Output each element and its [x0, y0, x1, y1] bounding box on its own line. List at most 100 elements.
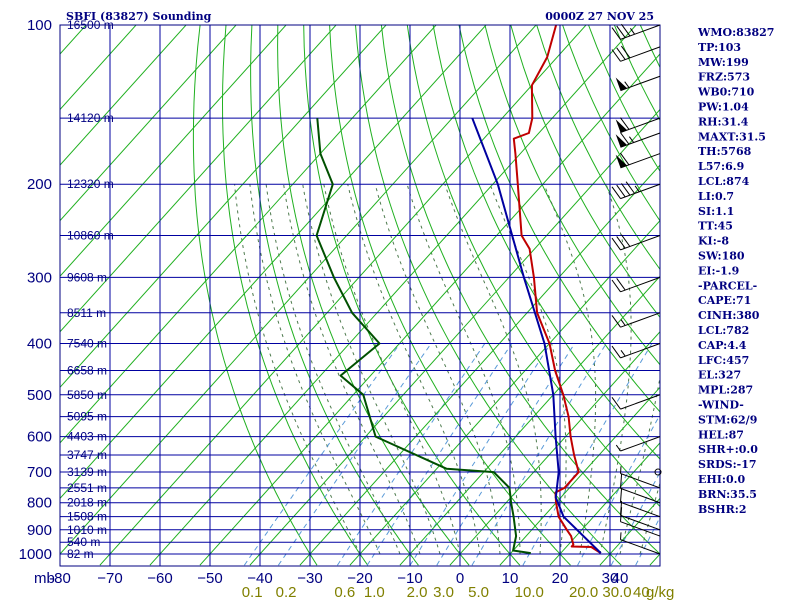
pressure-tick-label: 600 [27, 429, 52, 446]
index-entry: SW:180 [698, 250, 745, 263]
isotherm [60, 25, 537, 555]
height-label: 10860 m [67, 229, 114, 243]
mixing-ratio-line [635, 516, 660, 566]
index-entry: L57:6.9 [698, 160, 744, 173]
dry-adiabat [406, 25, 660, 508]
temperature-tick-label: −50 [197, 570, 222, 587]
mixing-ratio-label: 40 [633, 584, 650, 600]
barb-half-flag [634, 185, 640, 193]
mixing-ratio-line [471, 343, 607, 566]
height-label: 540 m [67, 535, 100, 549]
barb-shaft [620, 436, 661, 452]
barb-flag [611, 237, 621, 251]
pressure-tick-label: 300 [27, 269, 52, 286]
barb-flag [611, 315, 621, 328]
barb-half-flag [620, 532, 622, 540]
barb-flag [620, 487, 623, 503]
isotherm [60, 25, 387, 389]
mixing-ratio-unit: g/kg [646, 584, 674, 600]
barb-shaft [620, 183, 661, 200]
height-label: 2018 m [67, 496, 107, 510]
wind-barb [611, 394, 661, 410]
barb-half-flag [624, 81, 630, 88]
moist-adiabat [444, 184, 542, 555]
isotherm [299, 164, 660, 566]
isotherm [60, 25, 187, 166]
index-entry: SI:1.1 [698, 205, 734, 218]
index-entry: EHI:0.0 [698, 473, 745, 486]
isotherm [249, 108, 660, 566]
index-entry: PW:1.04 [698, 101, 749, 114]
chart-time: 0000Z 27 NOV 25 [545, 10, 654, 23]
wind-barb [654, 468, 662, 476]
height-label: 8511 m [67, 306, 106, 320]
index-entry: SHR+:0.0 [698, 443, 758, 456]
index-entry: SRDS:-17 [698, 458, 757, 471]
isotherm [60, 25, 137, 111]
wind-barb [611, 45, 661, 62]
mixing-ratio-label: 3.0 [433, 584, 454, 600]
height-label: 7540 m [67, 336, 107, 350]
pressure-tick-label: 200 [27, 176, 52, 193]
moist-adiabat [543, 184, 597, 555]
index-entry: TP:103 [698, 41, 741, 54]
barb-flag [611, 49, 621, 62]
barb-flag [619, 132, 630, 145]
isotherm [99, 25, 587, 566]
barb-flag [620, 507, 623, 522]
index-entry: WB0:710 [697, 86, 755, 99]
barb-half-flag [615, 444, 621, 452]
index-entry: CINH:380 [698, 309, 760, 322]
dry-adiabat [510, 25, 660, 319]
index-entry: HEL:87 [698, 428, 744, 441]
temperature-tick-label: −60 [147, 570, 172, 587]
grid-layer [60, 25, 660, 566]
calm-circle [654, 468, 662, 476]
barb-shaft [620, 521, 661, 537]
isotherm [60, 25, 437, 444]
mixing-ratio-line [409, 343, 552, 566]
wind-barb [615, 132, 661, 148]
index-entry: CAPE:71 [698, 294, 751, 307]
barb-shaft [620, 46, 661, 62]
temperature-tick-label: 0 [456, 570, 464, 587]
dry-adiabat [303, 25, 521, 566]
barb-shaft [620, 487, 661, 504]
barb-shaft [620, 117, 661, 133]
dry-adiabat [192, 25, 318, 566]
barb-flag [611, 27, 621, 40]
isotherm [149, 25, 637, 566]
isotherm [499, 386, 660, 566]
indices-panel: WMO:83827 TP:103 MW:199 FRZ:573 WB0:710 PW:1.… [697, 26, 774, 516]
mixing-ratio-label: 2.0 [407, 584, 428, 600]
index-entry: CAP:4.4 [698, 339, 747, 352]
barb-shaft [620, 235, 661, 251]
wind-barb [611, 276, 661, 293]
wind-barb [615, 75, 661, 92]
index-entry: -WIND- [698, 399, 744, 412]
wind-barb [620, 473, 661, 504]
isotherm [399, 275, 660, 566]
pressure-tick-label: 700 [27, 464, 52, 481]
mixing-ratio-label: 20.0 [569, 584, 598, 600]
wind-barb [620, 487, 661, 518]
pressure-tick-label: 100 [27, 17, 52, 34]
temperature-tick-label: 10 [502, 570, 519, 587]
barb-flag [611, 279, 621, 293]
mixing-ratio-label: 0.1 [242, 584, 263, 600]
height-label: 12320 m [67, 177, 114, 191]
index-entry: BSHR:2 [698, 503, 747, 516]
mixing-ratio-line [522, 343, 653, 566]
height-label: 16500 m [67, 18, 114, 32]
index-entry: LFC:457 [698, 354, 749, 367]
height-label: 4403 m [67, 430, 107, 444]
barb-shaft [620, 312, 661, 328]
barb-pennant [615, 119, 628, 133]
index-entry: MPL:287 [698, 384, 753, 397]
mixing-ratio-line [436, 343, 576, 566]
barb-flag [611, 397, 621, 410]
wind-barb [620, 507, 661, 537]
temperature-tick-label: −10 [397, 570, 422, 587]
